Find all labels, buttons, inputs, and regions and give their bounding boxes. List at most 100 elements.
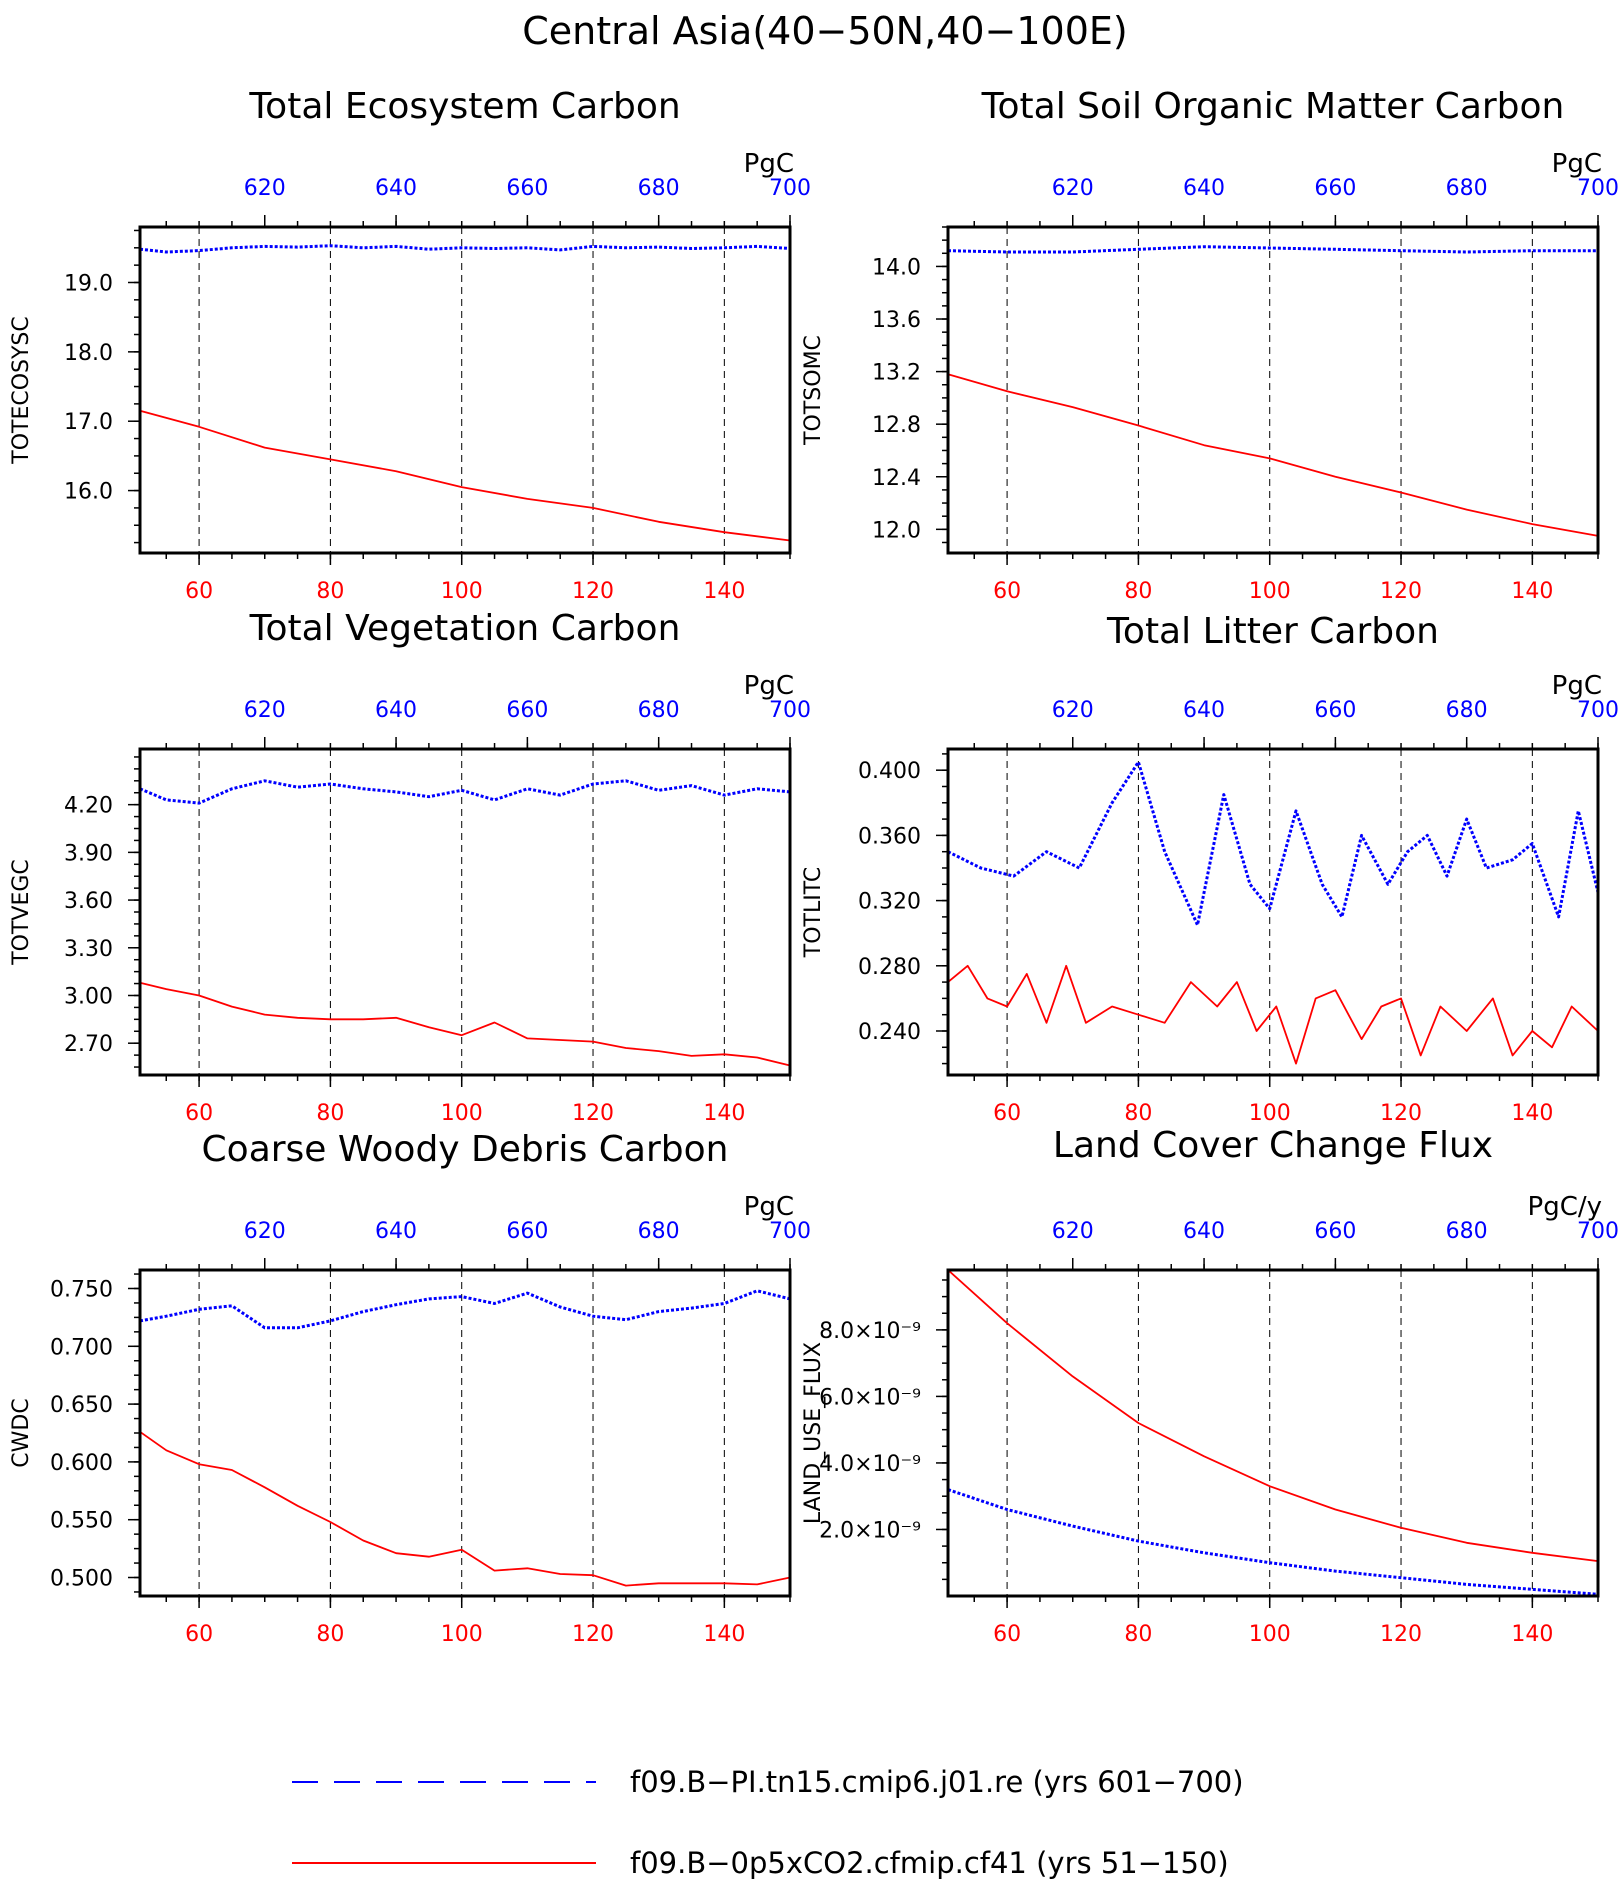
x-top-tick-label: 700 xyxy=(769,698,811,723)
panel-title: Total Ecosystem Carbon xyxy=(248,86,680,127)
x-bottom-tick-label: 60 xyxy=(993,579,1021,604)
x-top-tick-label: 620 xyxy=(244,698,286,723)
x-top-tick-label: 620 xyxy=(1052,698,1094,723)
x-top-tick-label: 680 xyxy=(638,176,680,201)
x-bottom-tick-label: 120 xyxy=(572,1622,614,1647)
series-line-experiment xyxy=(139,981,791,1067)
y-tick-label: 0.750 xyxy=(50,1277,113,1302)
x-bottom-tick-label: 100 xyxy=(1249,1622,1291,1647)
y-tick-label: 0.240 xyxy=(858,1020,921,1045)
x-bottom-tick-label: 100 xyxy=(441,1101,483,1126)
legend: f09.B−PI.tn15.cmip6.j01.re (yrs 601−700)… xyxy=(292,1765,1244,1880)
x-bottom-tick-label: 120 xyxy=(1380,1101,1422,1126)
y-tick-label: 0.500 xyxy=(50,1567,113,1592)
y-tick-label: 4.20 xyxy=(64,794,113,819)
x-top-tick-label: 680 xyxy=(638,1219,680,1244)
plot-frame xyxy=(138,747,792,1077)
panel-5: Coarse Woody Debris Carbon 60 80 100 120 140 6… xyxy=(9,1129,811,1647)
x-top-tick-label: 640 xyxy=(375,1219,417,1244)
y-axis-label: TOTVEGC xyxy=(9,859,34,966)
panel-title: Total Vegetation Carbon xyxy=(249,608,681,649)
x-top-tick-label: 680 xyxy=(1446,698,1488,723)
unit-label: PgC xyxy=(744,149,794,179)
y-tick-label: 6.0×10⁻⁹ xyxy=(819,1385,921,1410)
x-bottom-tick-label: 100 xyxy=(441,579,483,604)
y-axis-label: CWDC xyxy=(9,1398,34,1467)
x-bottom-tick-label: 140 xyxy=(703,1101,745,1126)
x-top-tick-label: 640 xyxy=(375,176,417,201)
y-tick-label: 0.550 xyxy=(50,1509,113,1534)
series-line-experiment xyxy=(139,1431,791,1587)
x-top-tick-label: 640 xyxy=(375,698,417,723)
y-tick-label: 0.650 xyxy=(50,1393,113,1418)
y-tick-label: 3.00 xyxy=(64,984,113,1009)
y-tick-label: 18.0 xyxy=(64,341,113,366)
y-tick-label: 16.0 xyxy=(64,480,113,505)
y-tick-label: 13.2 xyxy=(872,361,921,386)
x-bottom-tick-label: 140 xyxy=(1511,1622,1553,1647)
x-bottom-tick-label: 100 xyxy=(1249,579,1291,604)
y-axis-label: TOTLITC xyxy=(801,867,826,958)
x-top-tick-label: 620 xyxy=(244,176,286,201)
series-line-control xyxy=(139,1289,791,1330)
panel-title: Land Cover Change Flux xyxy=(1053,1125,1493,1166)
y-axis-label: LAND_USE_FLUX xyxy=(801,1342,826,1524)
x-top-tick-label: 660 xyxy=(506,698,548,723)
y-tick-label: 4.0×10⁻⁹ xyxy=(819,1452,921,1477)
x-top-tick-label: 640 xyxy=(1183,698,1225,723)
x-top-tick-label: 680 xyxy=(1446,176,1488,201)
x-top-tick-label: 700 xyxy=(1577,698,1619,723)
panel-3: Total Vegetation Carbon 60 80 100 120 140 620 6… xyxy=(9,608,811,1126)
panel-4: Total Litter Carbon 60 80 100 120 140 620 640 66… xyxy=(801,611,1619,1126)
x-bottom-tick-label: 120 xyxy=(1380,579,1422,604)
y-tick-label: 0.600 xyxy=(50,1451,113,1476)
x-top-tick-label: 620 xyxy=(244,1219,286,1244)
series-line-experiment xyxy=(947,1269,1599,1562)
x-top-tick-label: 620 xyxy=(1052,176,1094,201)
y-tick-label: 2.70 xyxy=(64,1032,113,1057)
x-bottom-tick-label: 140 xyxy=(703,579,745,604)
panel-1: Total Ecosystem Carbon 60 80 100 120 140 620 64… xyxy=(9,86,811,604)
series-line-control xyxy=(947,760,1600,927)
series-line-control xyxy=(947,245,1598,254)
y-tick-label: 0.360 xyxy=(858,824,921,849)
y-tick-label: 12.0 xyxy=(872,518,921,543)
x-bottom-tick-label: 140 xyxy=(1511,579,1553,604)
panel-6: Land Cover Change Flux 60 80 100 120 140 620 64… xyxy=(801,1125,1619,1647)
series-line-experiment xyxy=(947,373,1599,537)
y-tick-label: 3.60 xyxy=(64,889,113,914)
unit-label: PgC/y xyxy=(1528,1192,1602,1222)
y-tick-label: 0.400 xyxy=(858,759,921,784)
x-top-tick-label: 680 xyxy=(1446,1219,1488,1244)
x-top-tick-label: 660 xyxy=(506,1219,548,1244)
plot-frame xyxy=(138,225,792,555)
series-line-control xyxy=(139,779,791,805)
x-bottom-tick-label: 100 xyxy=(1249,1101,1291,1126)
y-tick-label: 12.8 xyxy=(872,413,921,438)
series-line-experiment xyxy=(139,409,791,542)
y-tick-label: 13.6 xyxy=(872,308,921,333)
y-tick-label: 2.0×10⁻⁹ xyxy=(819,1518,921,1543)
y-tick-label: 12.4 xyxy=(872,466,921,491)
panel-title: Total Litter Carbon xyxy=(1106,611,1439,652)
plot-frame xyxy=(138,1268,792,1598)
x-bottom-tick-label: 80 xyxy=(316,1622,344,1647)
x-bottom-tick-label: 100 xyxy=(441,1622,483,1647)
x-top-tick-label: 680 xyxy=(638,698,680,723)
x-top-tick-label: 640 xyxy=(1183,176,1225,201)
series-line-control xyxy=(947,1488,1599,1596)
unit-label: PgC xyxy=(744,1192,794,1222)
plot-frame xyxy=(946,1268,1600,1598)
x-bottom-tick-label: 140 xyxy=(703,1622,745,1647)
panels: Total Ecosystem Carbon 60 80 100 120 140 620 64… xyxy=(9,86,1619,1647)
y-tick-label: 0.280 xyxy=(858,955,921,980)
x-bottom-tick-label: 140 xyxy=(1511,1101,1553,1126)
y-tick-label: 17.0 xyxy=(64,410,113,435)
series-line-experiment xyxy=(947,964,1599,1065)
x-top-tick-label: 700 xyxy=(769,176,811,201)
x-bottom-tick-label: 120 xyxy=(572,1101,614,1126)
x-bottom-tick-label: 80 xyxy=(1124,1101,1152,1126)
x-bottom-tick-label: 80 xyxy=(316,579,344,604)
series-line-control xyxy=(139,244,791,254)
